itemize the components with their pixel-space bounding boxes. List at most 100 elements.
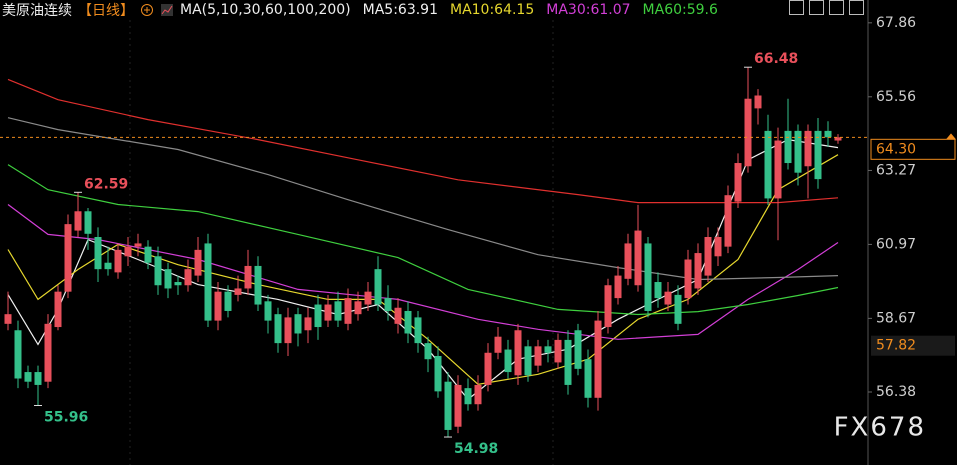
candle-body [4, 314, 12, 324]
candle-body [794, 130, 802, 173]
candle-body [554, 339, 562, 363]
add-icon[interactable] [140, 3, 154, 17]
candle-body [134, 243, 142, 247]
candle-body [634, 230, 642, 286]
candle-body [124, 246, 132, 257]
candle-body [644, 243, 652, 311]
candle-body [594, 320, 602, 398]
candle-body [294, 314, 302, 334]
price-label-box [870, 138, 956, 160]
annotation-label: 55.96 [44, 410, 88, 426]
annotation-label: 62.59 [84, 176, 128, 192]
candle-body [474, 384, 482, 405]
ma-label: MA(5,10,30,60,100,200) [180, 2, 351, 18]
ma-line [7, 204, 839, 340]
candle-body [584, 359, 592, 398]
indicator-icon[interactable] [160, 3, 174, 17]
candle-body [614, 275, 622, 299]
candle-body [324, 304, 332, 321]
candle-body [564, 339, 572, 385]
candle-body [704, 237, 712, 276]
y-tick-label: 56.38 [876, 384, 916, 400]
ma-line [7, 78, 839, 204]
ma-legend: MA(5,10,30,60,100,200) MA5:63.91 MA10:64.… [180, 2, 718, 18]
candle-body [284, 317, 292, 344]
candle-body [424, 343, 432, 360]
candle-body [104, 262, 112, 270]
candle-body [774, 140, 782, 199]
candle-body [754, 95, 762, 109]
candle-body [464, 388, 472, 405]
candle-body [394, 307, 402, 324]
candle-body [144, 246, 152, 263]
candle-body [514, 330, 522, 376]
y-tick-label: 60.97 [876, 236, 916, 252]
candle-body [304, 317, 312, 331]
y-tick-label: 67.86 [876, 15, 916, 31]
tool-button[interactable] [849, 0, 864, 15]
candle-body [344, 298, 352, 324]
annotation-label: 54.98 [454, 441, 498, 457]
candle-body [264, 301, 272, 321]
candle-body [804, 130, 812, 167]
candle-body [314, 304, 322, 328]
candle-body [354, 301, 362, 315]
legend-entry: MA5:63.91 [362, 2, 438, 18]
price-label-box [871, 335, 955, 356]
tool-button[interactable] [789, 0, 804, 15]
y-tick-label: 65.56 [876, 89, 916, 105]
candle-body [684, 259, 692, 299]
candle-body [154, 256, 162, 286]
period-label[interactable]: 【日线】 [78, 3, 134, 19]
candle-body [414, 317, 422, 344]
candle-body [14, 330, 22, 379]
candle-body [34, 372, 42, 385]
candle-body [504, 349, 512, 373]
ma-line [7, 164, 839, 316]
candle-body [24, 372, 32, 382]
candle-body [824, 130, 832, 138]
candle-body [484, 352, 492, 385]
candle-body [404, 310, 412, 334]
legend-entry: MA60:59.6 [642, 2, 718, 18]
candle-body [364, 291, 372, 305]
candle-body [254, 265, 262, 305]
instrument-title: 美原油连续 [2, 3, 72, 19]
candle-body [574, 330, 582, 369]
candle-body [164, 269, 172, 289]
candle-body [94, 237, 102, 270]
candle-body [374, 269, 382, 305]
candle-body [54, 291, 62, 328]
candle-body [224, 291, 232, 311]
y-tick-label: 58.67 [876, 310, 916, 326]
candle-body [524, 346, 532, 376]
candle-body [214, 291, 222, 321]
candle-body [244, 265, 252, 289]
legend-entry: MA10:64.15 [449, 2, 535, 18]
candle-body [234, 288, 242, 295]
y-tick-label: 63.27 [876, 162, 916, 178]
candle-body [64, 224, 72, 292]
candle-body [74, 211, 82, 231]
candle-body [814, 130, 822, 180]
candle-body [744, 98, 752, 167]
annotation-label: 66.48 [754, 51, 798, 67]
price-marker [946, 133, 956, 140]
candle-body [334, 301, 342, 321]
candle-body [664, 291, 672, 305]
tool-button[interactable] [829, 0, 844, 15]
candle-body [194, 249, 202, 276]
candle-body [114, 249, 122, 273]
candle-body [764, 130, 772, 199]
candle-body [734, 163, 742, 202]
tool-button[interactable] [809, 0, 824, 15]
candle-body [384, 298, 392, 311]
candle-body [434, 355, 442, 392]
candle-body [694, 253, 702, 289]
candle-body [454, 384, 462, 427]
candle-body [724, 195, 732, 247]
candle-body [544, 346, 552, 353]
candle-body [184, 269, 192, 286]
candle-body [604, 285, 612, 328]
